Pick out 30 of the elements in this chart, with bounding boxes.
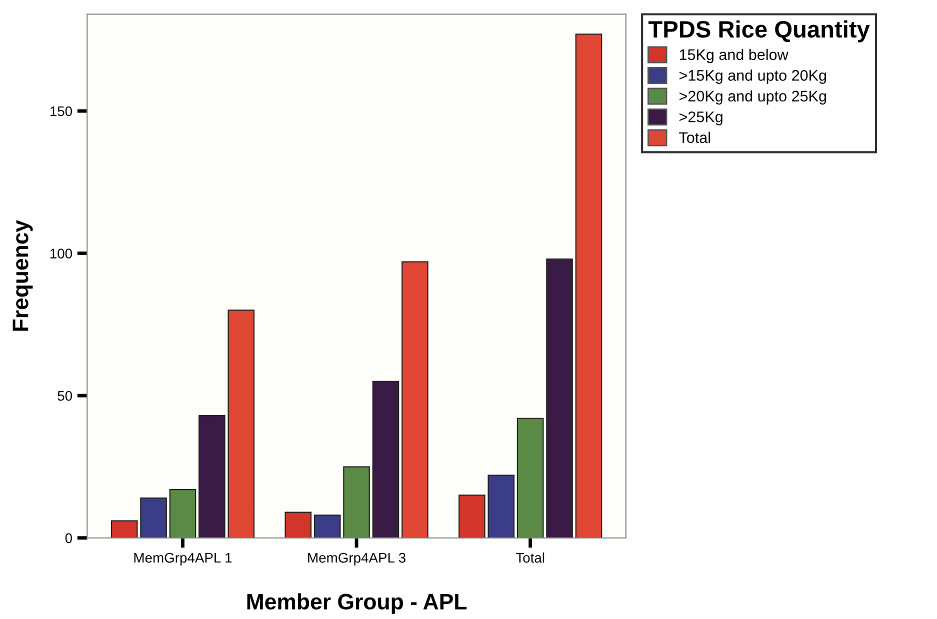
x-tick-label: MemGrp4APL 3 [308,552,406,566]
bar [314,514,341,538]
bar [575,34,602,538]
legend-label: 15Kg and below [680,48,788,64]
bar [546,258,573,538]
bar [488,474,515,538]
bar [110,520,138,538]
x-tick-label: MemGrp4APL 1 [134,552,232,566]
bar [169,488,196,538]
bar [458,494,486,538]
y-tick-label: 50 [58,390,72,401]
x-axis-title: Member Group - APL [247,593,467,614]
y-tick-label: 100 [50,248,72,258]
y-tick-label: 0 [65,533,72,544]
bar [228,310,255,538]
x-tick-label: Total [516,552,544,563]
legend-label: >20Kg and upto 25Kg [680,90,826,105]
bar [198,414,226,538]
legend-title: TPDS Rice Quantity [648,20,870,42]
bar [402,261,428,538]
bar [516,418,544,538]
bar [343,466,370,538]
legend-label: Total [679,132,710,144]
y-axis-title: Frequency [12,220,33,331]
legend-label: >25Kg [680,111,722,126]
bar [284,512,312,538]
bar [140,498,167,538]
y-tick-label: 150 [50,106,72,116]
legend-label: >15Kg and upto 20Kg [680,70,826,84]
bar [372,380,400,538]
